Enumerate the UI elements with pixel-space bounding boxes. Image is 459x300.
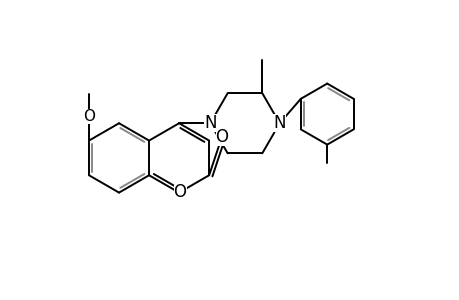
Text: N: N <box>273 114 285 132</box>
Text: O: O <box>173 183 186 201</box>
Text: O: O <box>83 109 95 124</box>
Text: N: N <box>204 114 216 132</box>
Text: O: O <box>215 128 228 146</box>
